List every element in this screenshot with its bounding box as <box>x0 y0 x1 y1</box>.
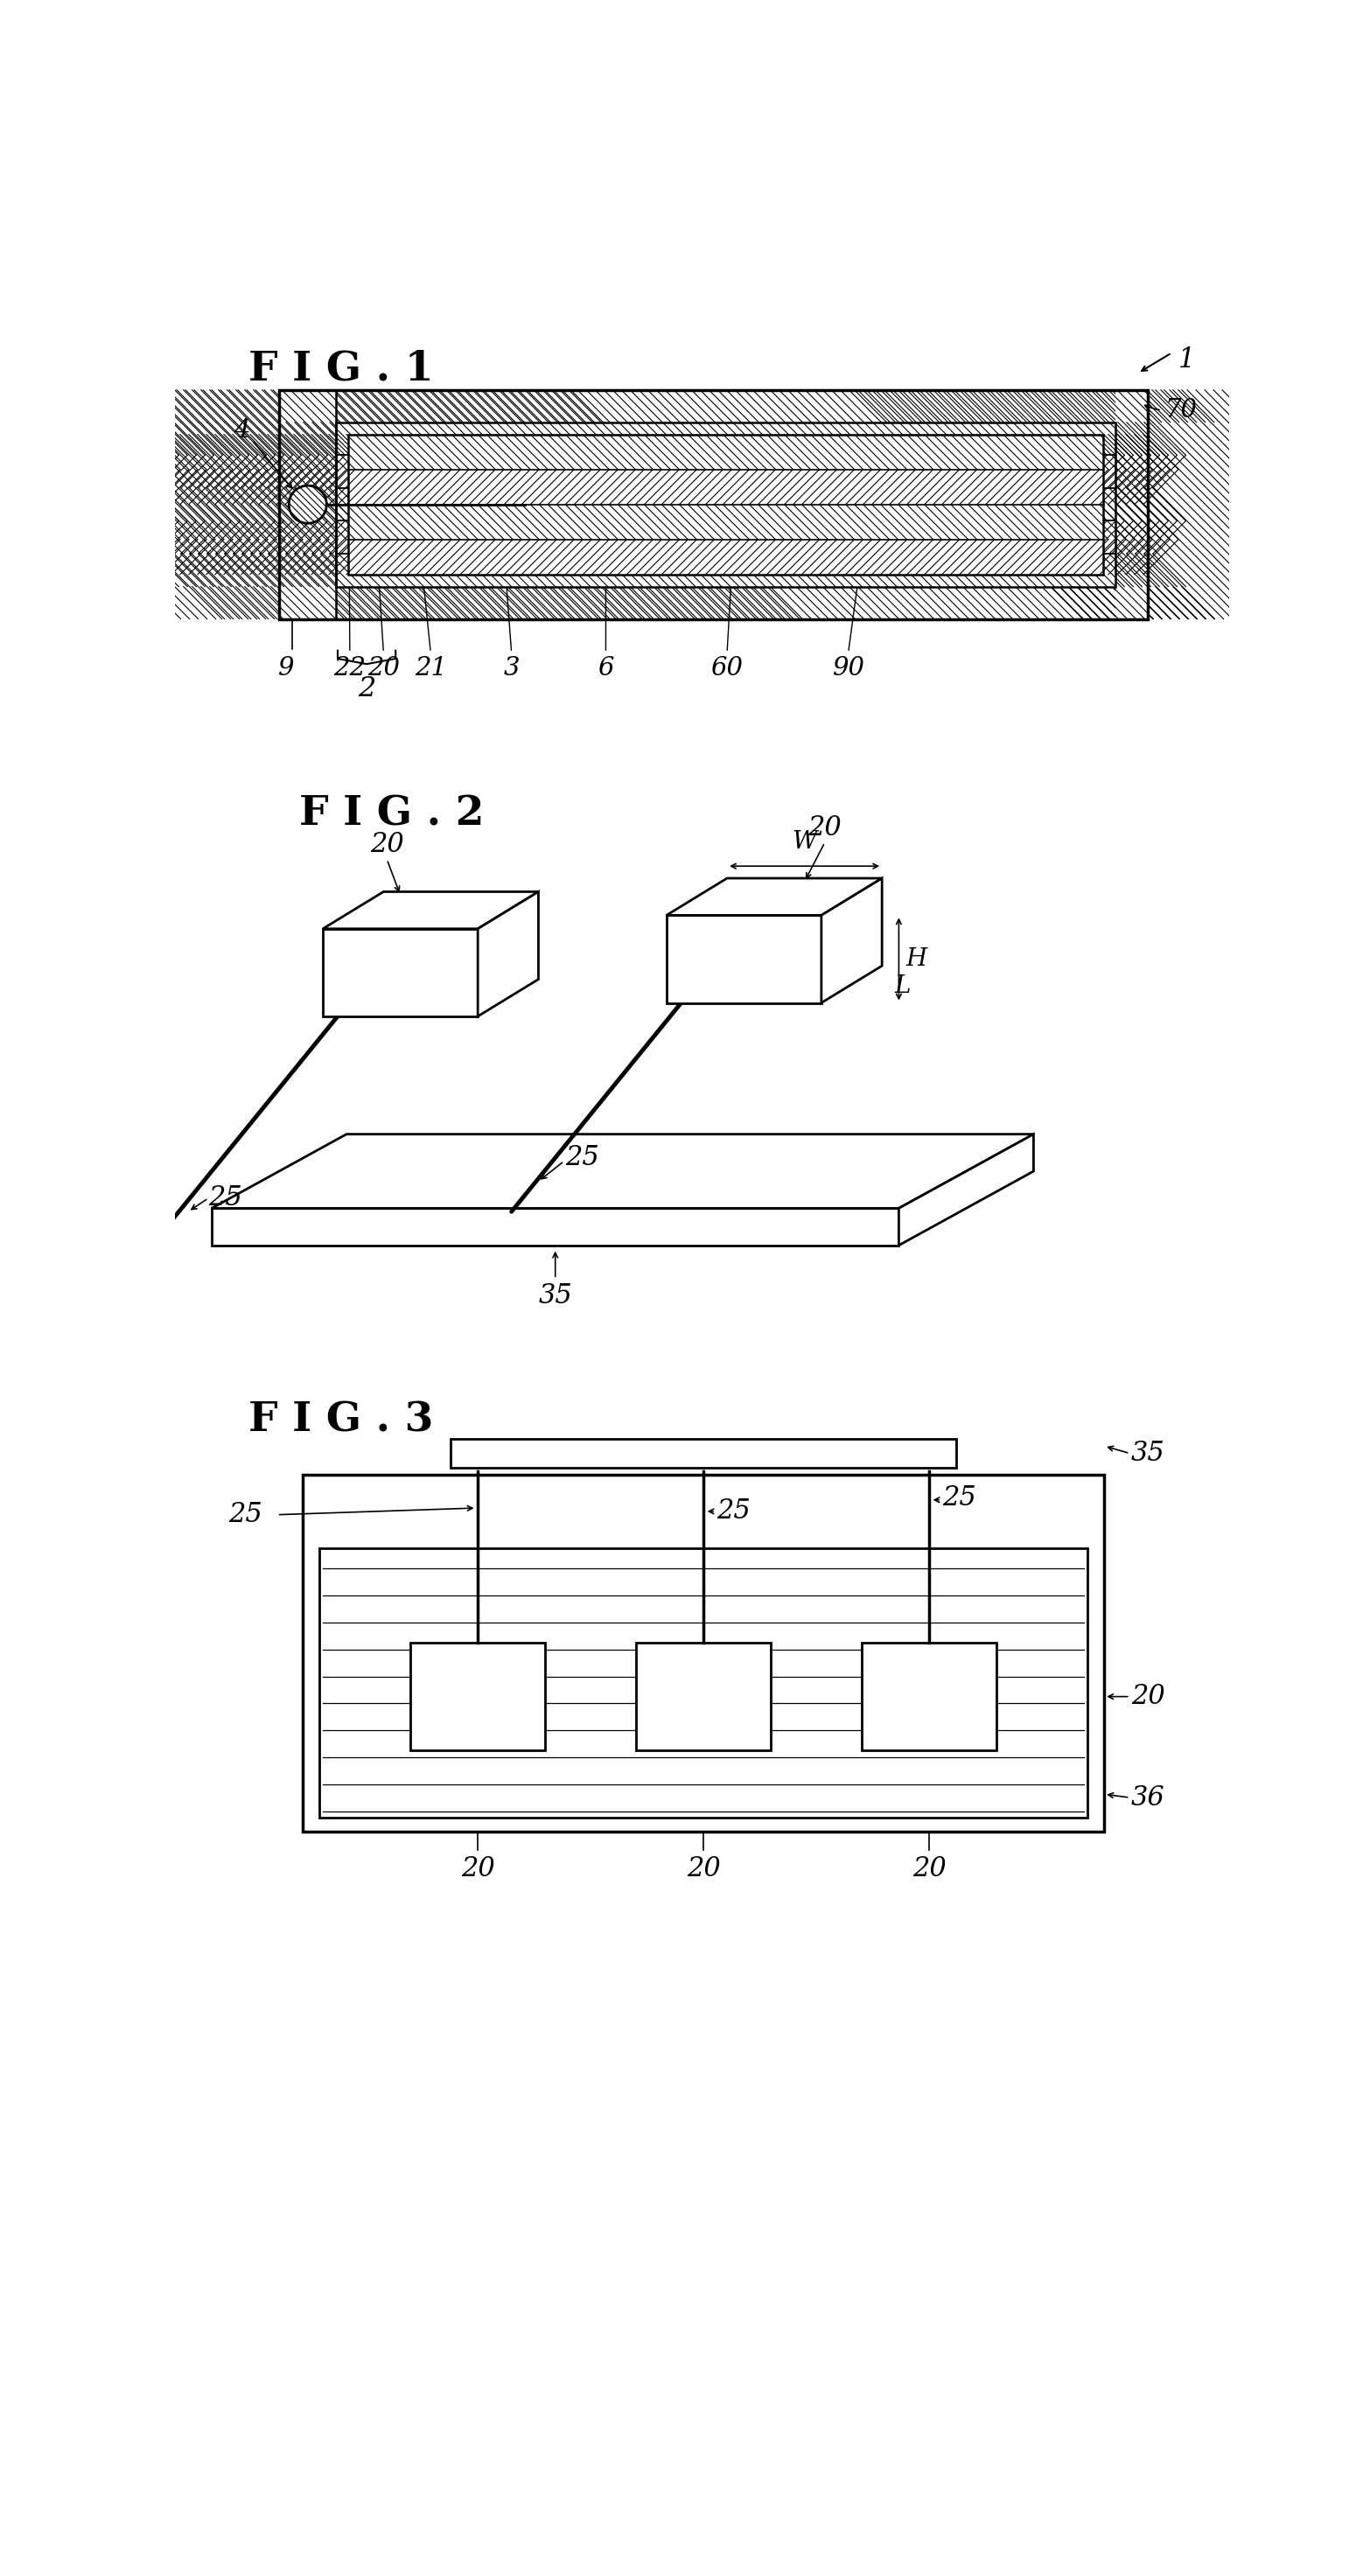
Bar <box>348 505 1104 538</box>
Bar <box>1115 389 1148 618</box>
Bar <box>337 456 1115 487</box>
Text: 20: 20 <box>460 1855 495 1883</box>
Text: 22: 22 <box>334 657 366 680</box>
Polygon shape <box>289 487 326 523</box>
Text: 20: 20 <box>1132 1682 1164 1710</box>
Text: 4: 4 <box>234 417 251 443</box>
Text: 20: 20 <box>686 1855 721 1883</box>
Polygon shape <box>212 1208 899 1244</box>
Text: 35: 35 <box>1132 1440 1164 1466</box>
Bar <box>337 422 1115 456</box>
Polygon shape <box>212 1133 1033 1208</box>
Bar <box>337 422 1115 587</box>
Text: 1: 1 <box>1178 345 1196 374</box>
Text: 20: 20 <box>912 1855 947 1883</box>
Polygon shape <box>822 878 882 1002</box>
Text: 90: 90 <box>832 657 864 680</box>
Text: F I G . 1: F I G . 1 <box>249 348 434 389</box>
Bar <box>337 554 1115 587</box>
Bar <box>348 435 1104 574</box>
Polygon shape <box>323 891 538 930</box>
Bar <box>337 487 1115 520</box>
Bar <box>636 1643 771 1752</box>
Text: L: L <box>895 974 910 997</box>
Bar <box>411 1643 545 1752</box>
Text: 70: 70 <box>1164 397 1197 422</box>
Text: 25: 25 <box>943 1484 977 1512</box>
Text: 20: 20 <box>370 832 404 858</box>
Bar <box>319 1548 1088 1819</box>
Bar <box>348 538 1104 574</box>
Text: 36: 36 <box>1132 1785 1164 1811</box>
Bar <box>348 435 1104 574</box>
Text: 20: 20 <box>808 814 841 842</box>
Bar <box>279 389 1148 618</box>
Text: 6: 6 <box>597 657 614 680</box>
Bar <box>337 520 1115 554</box>
Bar <box>279 389 1148 422</box>
Polygon shape <box>666 914 822 1002</box>
Polygon shape <box>666 878 882 914</box>
Bar <box>337 422 1115 587</box>
Polygon shape <box>478 891 538 1018</box>
Text: 21: 21 <box>415 657 447 680</box>
Bar <box>279 389 337 618</box>
Text: 25: 25 <box>717 1497 751 1525</box>
Bar <box>451 1440 956 1468</box>
Text: H: H <box>906 948 926 971</box>
Text: 9: 9 <box>278 657 295 680</box>
Text: 2: 2 <box>358 675 375 701</box>
Text: 25: 25 <box>208 1185 242 1211</box>
Bar <box>303 1473 1104 1832</box>
Text: 60: 60 <box>711 657 744 680</box>
Text: 25: 25 <box>229 1502 262 1528</box>
Polygon shape <box>323 930 478 1018</box>
Text: F I G . 3: F I G . 3 <box>249 1401 434 1440</box>
Bar <box>348 435 1104 469</box>
Text: 3: 3 <box>503 657 519 680</box>
Text: 25: 25 <box>566 1144 599 1172</box>
Text: 20: 20 <box>367 657 400 680</box>
Text: W: W <box>792 829 817 855</box>
Bar <box>279 587 1148 618</box>
Text: F I G . 2: F I G . 2 <box>299 793 485 835</box>
Bar <box>862 1643 996 1752</box>
Text: 35: 35 <box>538 1283 573 1309</box>
Polygon shape <box>899 1133 1033 1244</box>
Bar <box>348 469 1104 505</box>
